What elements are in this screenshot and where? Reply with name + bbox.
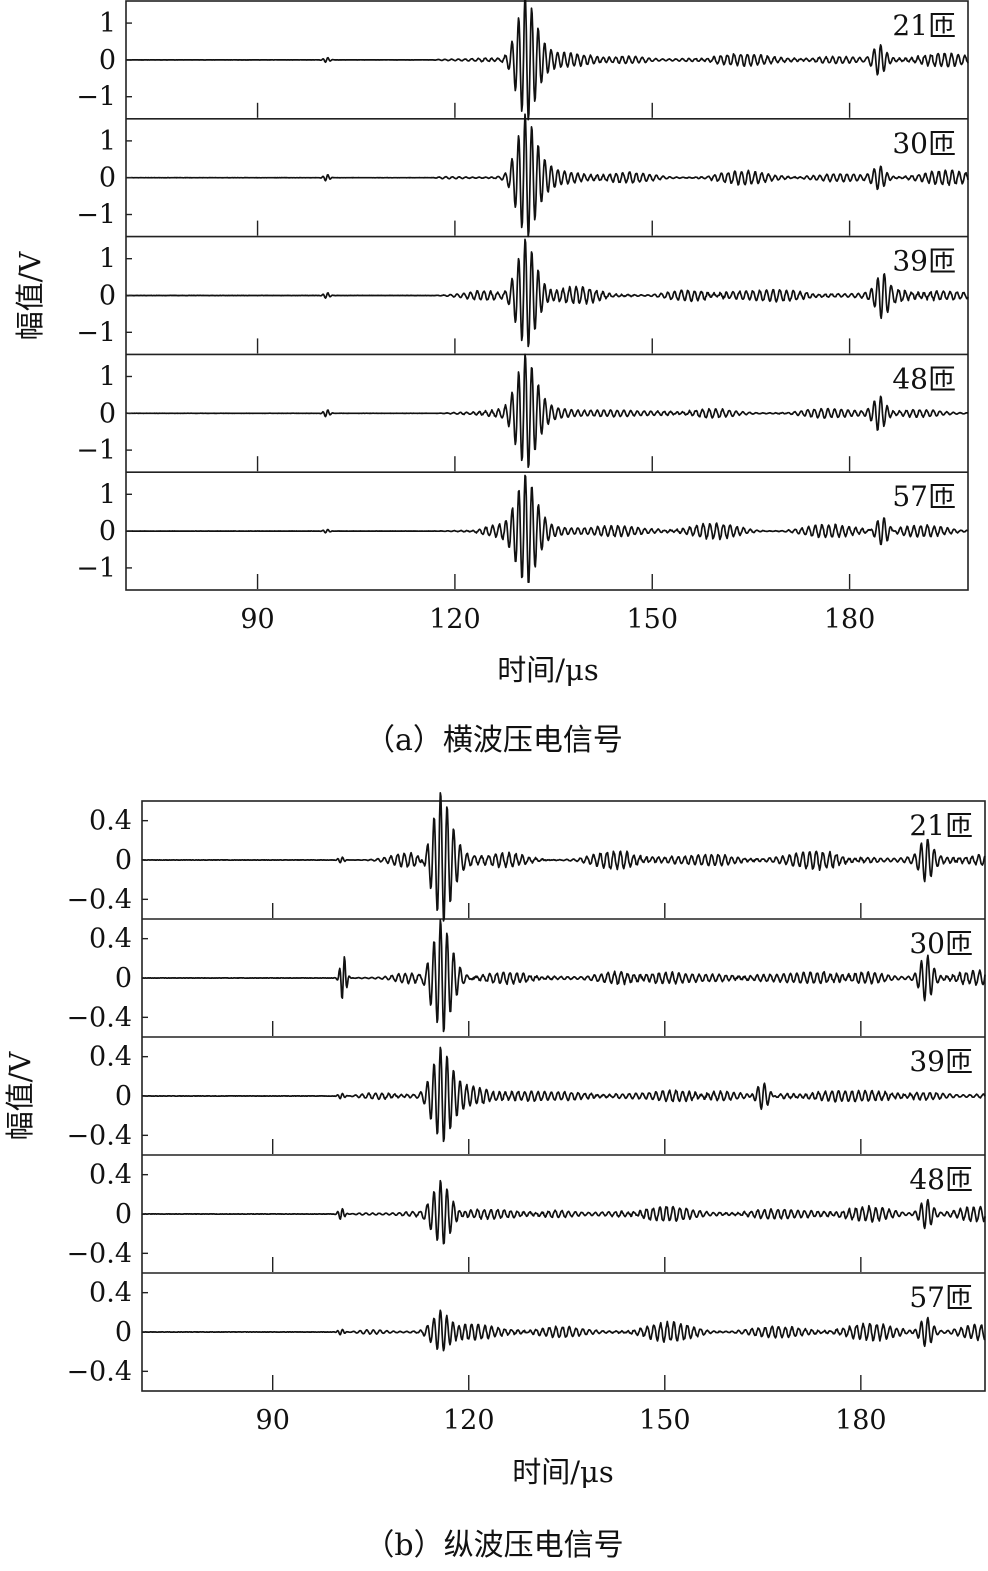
y-tick-label: 0 [115,963,132,994]
y-tick-label: 0.4 [89,806,132,837]
y-tick-label: −0.4 [66,884,132,915]
series-label: 21匝 [909,809,973,842]
signal-trace [141,1046,986,1143]
chart-a-ylabel: 幅值/V [13,251,47,341]
signal-trace [125,0,969,121]
y-tick-label: 0 [99,516,116,547]
y-tick-label: 0 [115,1199,132,1230]
y-tick-label: 0 [99,163,116,194]
signal-trace [125,238,969,348]
signal-trace [141,1179,986,1245]
series-label: 39匝 [892,245,956,278]
y-tick-label: −0.4 [66,1356,132,1387]
y-tick-label: 1 [99,479,116,510]
chart-a-xlabel: 时间/μs [497,653,599,687]
series-label: 57匝 [892,480,956,513]
series-label: 21匝 [892,9,956,42]
y-tick-label: 0 [115,1081,132,1112]
y-tick-label: 0 [99,281,116,312]
y-tick-label: −1 [76,200,116,231]
chart-b-xlabel: 时间/μs [512,1455,614,1489]
x-tick-label: 150 [639,1405,691,1436]
series-label: 57匝 [909,1281,973,1314]
chart-b-caption: （b）纵波压电信号 [364,1528,623,1563]
y-tick-label: 0.4 [89,1278,132,1309]
x-tick-label: 180 [835,1405,887,1436]
signal-trace [125,113,969,238]
y-tick-label: 1 [99,126,116,157]
series-label: 30匝 [909,927,973,960]
chart-b: 0.4 0 −0.4 0.4 0 −0.4 0.4 0 −0.4 0.4 0 −0.4 0.4 0 −0.4… [3,792,986,1563]
x-tick-label: 120 [429,604,481,635]
y-tick-label: 0.4 [89,1042,132,1073]
y-tick-label: −1 [76,82,116,113]
series-label: 48匝 [909,1163,973,1196]
y-tick-label: 0 [99,45,116,76]
y-tick-label: 0 [115,845,132,876]
y-tick-label: −1 [76,435,116,466]
signal-trace [141,1309,986,1352]
x-tick-label: 150 [626,604,678,635]
y-tick-label: 0.4 [89,1160,132,1191]
y-tick-label: 0.4 [89,924,132,955]
y-tick-label: 1 [99,361,116,392]
x-tick-label: 90 [240,604,274,635]
x-tick-label: 120 [443,1405,495,1436]
y-tick-label: 1 [99,244,116,275]
chart-b-ylabel: 幅值/V [3,1051,37,1141]
x-tick-label: 90 [256,1405,290,1436]
signal-trace [125,474,969,584]
series-label: 30匝 [892,127,956,160]
y-tick-label: −0.4 [66,1238,132,1269]
signal-trace [125,353,969,469]
chart-a-caption: （a）横波压电信号 [365,723,623,758]
signal-trace [141,792,986,922]
y-tick-label: 1 [99,8,116,39]
y-tick-label: −0.4 [66,1120,132,1151]
y-tick-label: −1 [76,317,116,348]
series-label: 48匝 [892,362,956,395]
y-tick-label: −1 [76,553,116,584]
chart-a: 1 0 −1 1 0 −1 1 0 −1 1 0 −1 1 0 −1 90 120 150 180 21匝 30匝 3… [13,0,969,758]
signal-trace [141,919,986,1033]
x-tick-label: 180 [824,604,876,635]
y-tick-label: −0.4 [66,1002,132,1033]
series-label: 39匝 [909,1045,973,1078]
y-tick-label: 0 [99,398,116,429]
y-tick-label: 0 [115,1317,132,1348]
